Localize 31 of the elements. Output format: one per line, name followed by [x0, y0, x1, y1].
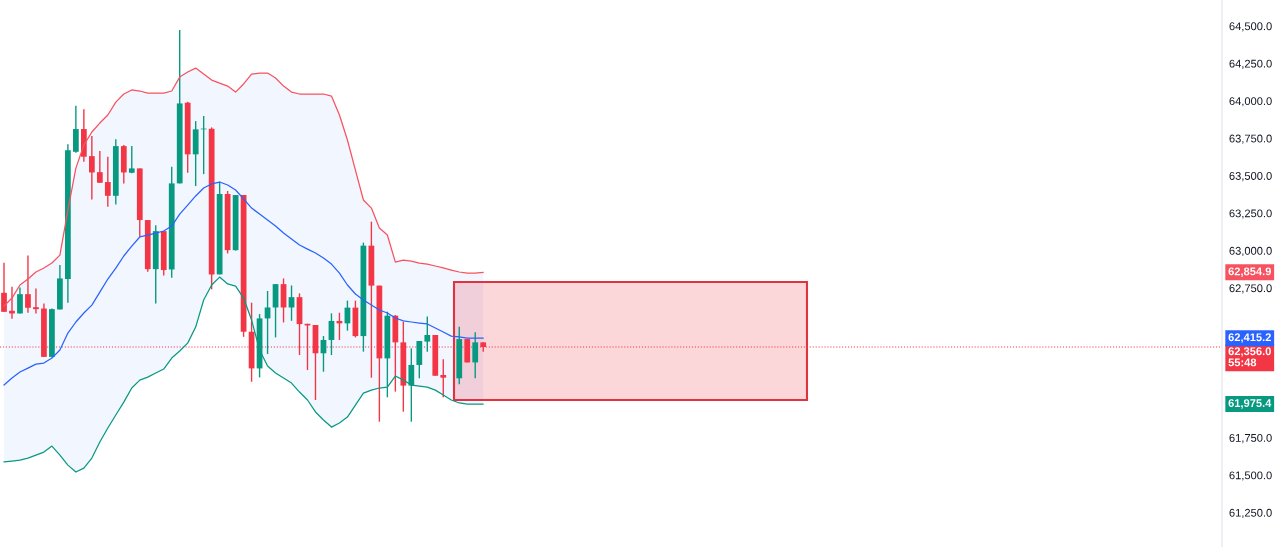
line-series	[3, 276, 484, 473]
y-tick-label: 64,250.0	[1229, 59, 1272, 69]
candlestick	[17, 286, 23, 315]
text: 61,975.4	[1228, 399, 1272, 409]
y-tick-label: 63,500.0	[1229, 172, 1272, 182]
candlestick	[424, 315, 431, 353]
candlestick	[73, 105, 79, 154]
y-tick-label: 63,250.0	[1229, 209, 1272, 219]
y-tick-label: 62,750.0	[1229, 284, 1272, 294]
candlestick	[128, 145, 135, 175]
candlestick	[88, 135, 95, 201]
candlestick	[408, 347, 415, 423]
candlestick	[472, 331, 479, 379]
candlestick	[416, 340, 423, 379]
text: 62,415.2	[1228, 333, 1271, 343]
y-tick-label: 63,750.0	[1229, 134, 1272, 144]
candlestick	[440, 358, 447, 398]
candlestick	[33, 287, 39, 315]
y-tick-label: 61,250.0	[1229, 508, 1272, 519]
candlestick	[25, 254, 31, 314]
y-tick-label: 64,500.0	[1229, 22, 1272, 32]
y-tick-label: 61,500.0	[1229, 471, 1272, 481]
y-tick-label: 63,000.0	[1229, 246, 1272, 257]
candlestick	[96, 150, 103, 184]
candlestick	[104, 156, 111, 208]
candlestick	[1, 262, 7, 313]
text: 62,854.9	[1228, 267, 1271, 277]
line-series	[3, 181, 484, 386]
y-tick-label: 61,750.0	[1229, 433, 1272, 444]
ref-line-label: 62,356.0 55:48	[1228, 347, 1271, 367]
y-tick-label: 64,000.0	[1229, 97, 1272, 107]
